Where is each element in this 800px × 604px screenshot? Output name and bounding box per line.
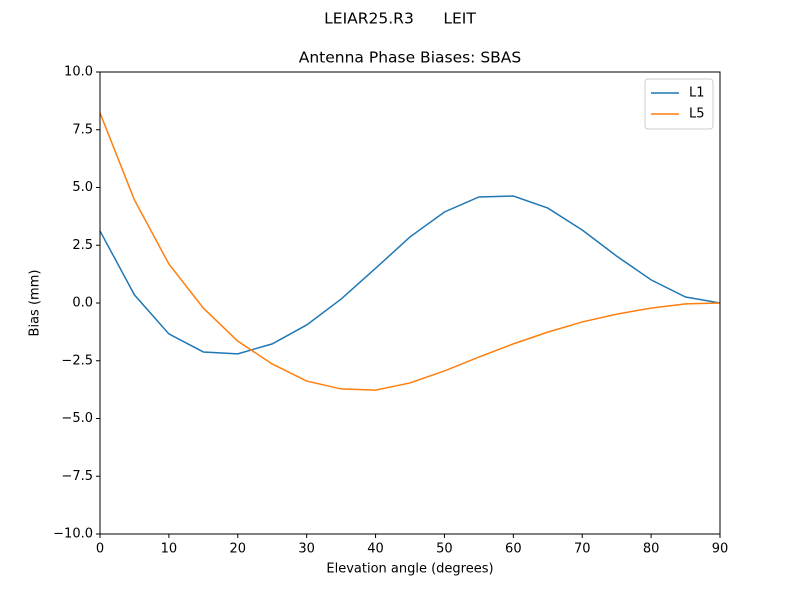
x-tick-label: 30	[298, 542, 315, 557]
y-axis-label: Bias (mm)	[28, 270, 43, 337]
y-tick-label: 7.5	[72, 122, 93, 137]
x-tick-label: 60	[505, 542, 522, 557]
y-tick-label: 5.0	[72, 180, 93, 195]
legend-box	[644, 78, 714, 130]
x-axis-label: Elevation angle (degrees)	[326, 562, 493, 577]
x-tick-label: 70	[574, 542, 591, 557]
line-series	[99, 112, 721, 391]
x-tick-label: 50	[436, 542, 453, 557]
suptitle: LEIAR25.R3 LEIT	[324, 10, 476, 28]
y-tick-label: 2.5	[72, 238, 93, 253]
x-tick-label: 0	[96, 542, 104, 557]
line-series	[99, 195, 721, 355]
x-tick-label: 20	[230, 542, 247, 557]
plot-frame	[99, 71, 721, 535]
x-tick-label: 40	[367, 542, 384, 557]
y-tick-label: −7.5	[61, 469, 93, 484]
y-tick-label: −2.5	[61, 353, 93, 368]
y-tick-label: 10.0	[64, 65, 93, 80]
y-tick-label: 0.0	[72, 296, 93, 311]
legend-label: L5	[689, 107, 705, 122]
x-tick-label: 80	[643, 542, 660, 557]
x-tick-label: 10	[161, 542, 178, 557]
x-tick-label: 90	[712, 542, 729, 557]
chart-title: Antenna Phase Biases: SBAS	[299, 49, 522, 67]
y-tick-label: −5.0	[61, 411, 93, 426]
legend-label: L1	[689, 86, 705, 101]
y-tick-label: −10.0	[53, 527, 93, 542]
